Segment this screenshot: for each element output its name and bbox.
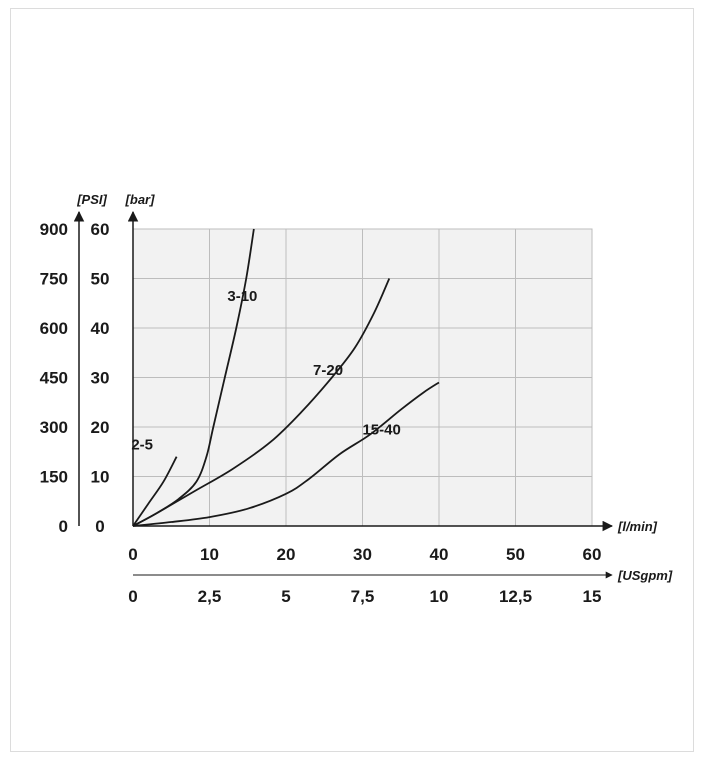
y-tick-label-bar: 40 (91, 319, 110, 338)
x-tick-label-usgpm: 2,5 (198, 587, 222, 606)
x-tick-label-lmin: 30 (353, 545, 372, 564)
x-tick-label-usgpm: 12,5 (499, 587, 532, 606)
y-tick-label-psi: 600 (40, 319, 68, 338)
y-tick-label-psi: 0 (59, 517, 68, 536)
y-tick-label-psi: 300 (40, 418, 68, 437)
y-axis-bar-unit: [bar] (125, 192, 156, 207)
y-tick-label-psi: 900 (40, 220, 68, 239)
x-tick-label-lmin: 60 (583, 545, 602, 564)
axes (73, 210, 614, 579)
x-tick-label-usgpm: 5 (281, 587, 290, 606)
labels-group: [bar][PSI][l/min][USgpm]0102030405060015… (40, 192, 673, 606)
y-tick-label-bar: 0 (95, 517, 104, 536)
series-line-15-40 (132, 381, 440, 527)
x-tick-label-lmin: 20 (277, 545, 296, 564)
y-tick-label-bar: 10 (91, 468, 110, 487)
y-tick-label-bar: 30 (91, 369, 110, 388)
y-tick-label-bar: 20 (91, 418, 110, 437)
x-tick-label-lmin: 40 (430, 545, 449, 564)
x-tick-label-usgpm: 7,5 (351, 587, 375, 606)
x-tick-label-usgpm: 0 (128, 587, 137, 606)
series-line-2-5 (132, 456, 178, 527)
y-tick-label-psi: 150 (40, 468, 68, 487)
x-tick-label-lmin: 0 (128, 545, 137, 564)
x-tick-label-lmin: 10 (200, 545, 219, 564)
series-label-2-5: 2-5 (131, 436, 153, 453)
series-label-7-20: 7-20 (313, 362, 343, 379)
y-tick-label-bar: 60 (91, 220, 110, 239)
y-tick-label-psi: 750 (40, 270, 68, 289)
x-axis-usgpm-unit: [USgpm] (617, 568, 673, 583)
series-label-15-40: 15-40 (362, 421, 400, 438)
grid (133, 228, 593, 526)
y-tick-label-psi: 450 (40, 369, 68, 388)
x-axis-lmin-unit: [l/min] (617, 519, 658, 534)
x-tick-label-usgpm: 10 (430, 587, 449, 606)
y-tick-label-bar: 50 (91, 270, 110, 289)
x-tick-label-usgpm: 15 (583, 587, 602, 606)
series-group (132, 228, 440, 527)
y-axis-psi-unit: [PSI] (76, 192, 107, 207)
series-line-7-20 (132, 278, 391, 527)
series-label-3-10: 3-10 (227, 288, 257, 305)
x-tick-label-lmin: 50 (506, 545, 525, 564)
